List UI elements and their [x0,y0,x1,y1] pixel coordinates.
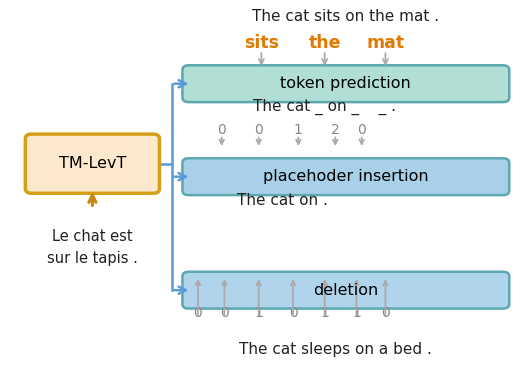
Text: 1: 1 [254,306,263,320]
Text: The cat sits on the mat .: The cat sits on the mat . [252,9,439,24]
Text: The cat _ on _    _ .: The cat _ on _ _ . [253,99,396,115]
FancyBboxPatch shape [25,134,159,193]
Text: The cat sleeps on a bed .: The cat sleeps on a bed . [239,342,432,357]
Text: 0: 0 [220,306,229,320]
Text: 0: 0 [218,123,226,137]
Text: 1: 1 [352,306,361,320]
Text: 0: 0 [254,123,263,137]
Text: 0: 0 [381,306,390,320]
Text: placehoder insertion: placehoder insertion [263,169,429,184]
Text: sur le tapis .: sur le tapis . [47,251,138,266]
Text: Le chat est: Le chat est [52,229,133,244]
Text: deletion: deletion [313,283,379,298]
FancyBboxPatch shape [183,65,510,102]
FancyBboxPatch shape [183,272,510,309]
Text: sits: sits [244,34,279,52]
Text: token prediction: token prediction [280,76,411,91]
Text: 1: 1 [320,306,329,320]
Text: 2: 2 [331,123,340,137]
Text: mat: mat [366,34,404,52]
Text: 0: 0 [289,306,297,320]
Text: 1: 1 [294,123,303,137]
Text: 0: 0 [357,123,366,137]
Text: The cat on .: The cat on . [237,193,328,208]
FancyBboxPatch shape [183,158,510,195]
Text: 0: 0 [194,306,202,320]
Text: TM-LevT: TM-LevT [59,156,126,171]
Text: the: the [308,34,341,52]
